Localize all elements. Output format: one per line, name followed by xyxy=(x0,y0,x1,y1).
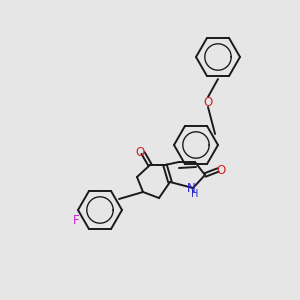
Text: O: O xyxy=(203,95,213,109)
Text: F: F xyxy=(73,214,79,227)
Text: O: O xyxy=(216,164,226,176)
Text: H: H xyxy=(191,189,199,199)
Text: N: N xyxy=(187,182,195,194)
Text: O: O xyxy=(135,146,145,160)
